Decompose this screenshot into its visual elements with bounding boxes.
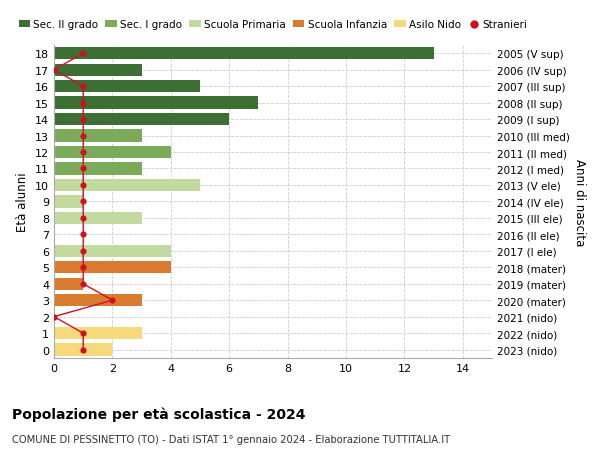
Point xyxy=(79,231,88,239)
Bar xyxy=(54,245,171,257)
Point xyxy=(79,165,88,173)
Y-axis label: Anni di nascita: Anni di nascita xyxy=(574,158,586,246)
Point xyxy=(79,133,88,140)
Point xyxy=(79,330,88,337)
Bar xyxy=(54,146,171,159)
Bar xyxy=(54,327,142,340)
Point xyxy=(49,313,59,321)
Bar xyxy=(54,344,112,356)
Bar xyxy=(54,212,142,224)
Text: COMUNE DI PESSINETTO (TO) - Dati ISTAT 1° gennaio 2024 - Elaborazione TUTTITALIA: COMUNE DI PESSINETTO (TO) - Dati ISTAT 1… xyxy=(12,434,450,444)
Point xyxy=(79,346,88,353)
Point xyxy=(79,182,88,189)
Point xyxy=(79,198,88,206)
Legend: Sec. II grado, Sec. I grado, Scuola Primaria, Scuola Infanzia, Asilo Nido, Stran: Sec. II grado, Sec. I grado, Scuola Prim… xyxy=(14,16,532,34)
Y-axis label: Età alunni: Età alunni xyxy=(16,172,29,232)
Bar xyxy=(54,114,229,126)
Point xyxy=(79,100,88,107)
Point xyxy=(79,83,88,90)
Bar xyxy=(54,262,171,274)
Point xyxy=(79,264,88,271)
Text: Popolazione per età scolastica - 2024: Popolazione per età scolastica - 2024 xyxy=(12,406,305,421)
Bar xyxy=(54,97,259,110)
Bar xyxy=(54,278,83,290)
Bar xyxy=(54,196,83,208)
Point xyxy=(79,215,88,222)
Bar xyxy=(54,179,200,192)
Bar xyxy=(54,64,142,77)
Bar xyxy=(54,130,142,142)
Point xyxy=(107,297,117,304)
Point xyxy=(49,67,59,74)
Point xyxy=(79,116,88,123)
Point xyxy=(79,50,88,58)
Bar xyxy=(54,48,434,60)
Point xyxy=(79,247,88,255)
Bar xyxy=(54,163,142,175)
Point xyxy=(79,280,88,288)
Point xyxy=(79,149,88,157)
Bar xyxy=(54,294,142,307)
Bar xyxy=(54,81,200,93)
